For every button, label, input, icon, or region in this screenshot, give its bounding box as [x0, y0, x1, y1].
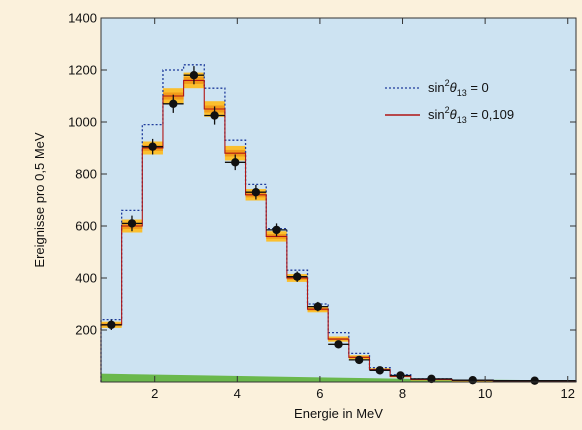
data-point: [530, 376, 539, 385]
legend-item-oscillation: sin2θ13 = 0,109: [385, 105, 514, 125]
y-tick-label: 600: [75, 219, 97, 234]
y-tick-label: 1000: [68, 115, 97, 130]
legend-sin: sin: [428, 80, 445, 95]
axis-ticks: 2 4 6 8 10 12 200 400 600 800 1000 1200 1400: [68, 11, 576, 401]
legend-item-no-oscillation: sin2θ13 = 0: [385, 78, 489, 98]
data-point: [231, 158, 240, 167]
data-point: [189, 71, 199, 80]
legend-sup: 2: [445, 105, 450, 115]
data-point: [251, 188, 261, 197]
data-point: [375, 366, 385, 375]
legend-sin: sin: [428, 107, 445, 122]
x-tick-label: 12: [561, 386, 575, 401]
x-tick-label: 10: [478, 386, 492, 401]
legend-sub: 13: [457, 88, 467, 98]
data-point: [354, 355, 364, 365]
y-axis-label: Ereignisse pro 0,5 MeV: [32, 132, 47, 267]
legend-rest: = 0,109: [467, 107, 514, 122]
y-tick-label: 800: [75, 167, 97, 182]
data-point: [148, 142, 157, 151]
legend-theta: θ: [450, 80, 457, 95]
legend: sin2θ13 = 0 sin2θ13 = 0,109: [385, 78, 514, 125]
x-axis-label: Energie in MeV: [294, 406, 383, 421]
data-point: [272, 225, 281, 235]
data-point: [427, 374, 436, 384]
data-point: [292, 272, 302, 281]
x-tick-label: 6: [316, 386, 323, 401]
data-point: [107, 320, 116, 329]
data-point: [468, 375, 477, 385]
x-tick-label: 2: [151, 386, 158, 401]
data-point: [210, 111, 219, 120]
x-tick-label: 4: [234, 386, 241, 401]
data-points: [101, 66, 576, 385]
legend-label-no-oscillation: sin2θ13 = 0: [428, 78, 489, 98]
data-point: [127, 219, 137, 228]
y-tick-label: 1200: [68, 63, 97, 78]
data-point: [313, 302, 323, 311]
legend-sub: 13: [457, 115, 467, 125]
legend-rest: = 0: [467, 80, 489, 95]
data-point: [396, 371, 405, 380]
data-point: [334, 340, 343, 349]
data-point: [169, 99, 178, 109]
legend-theta: θ: [450, 107, 457, 122]
plot-frame: [100, 17, 577, 383]
plot-area: [101, 18, 576, 382]
x-tick-label: 8: [399, 386, 406, 401]
legend-sup: 2: [445, 78, 450, 88]
y-tick-label: 1400: [68, 11, 97, 26]
legend-label-oscillation: sin2θ13 = 0,109: [428, 105, 514, 125]
y-tick-label: 400: [75, 271, 97, 286]
y-tick-label: 200: [75, 323, 97, 338]
